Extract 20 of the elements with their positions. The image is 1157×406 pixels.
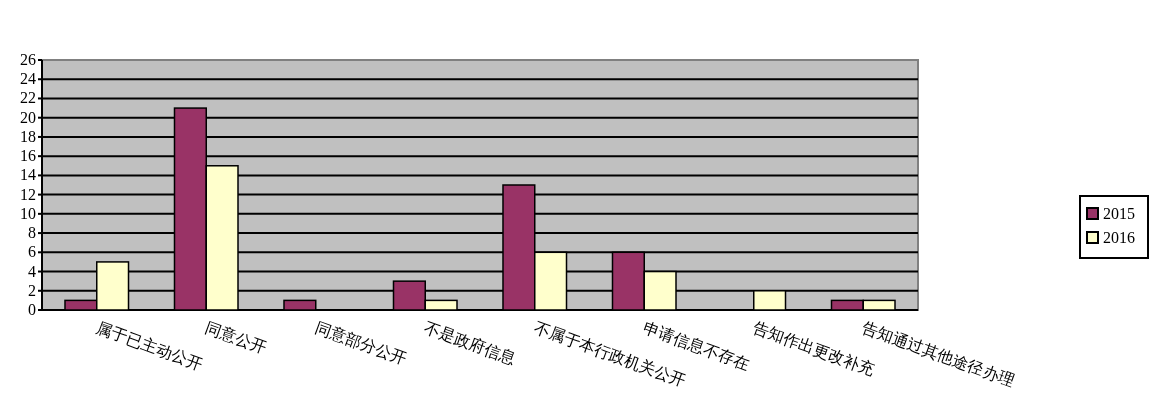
y-tick-label: 18 bbox=[20, 127, 36, 145]
y-tick-label: 12 bbox=[20, 185, 36, 203]
x-tick-label: 同意公开 bbox=[203, 318, 270, 357]
x-tick-label: 属于已主动公开 bbox=[93, 318, 205, 374]
y-tick-label: 10 bbox=[20, 204, 36, 222]
y-tick-label: 24 bbox=[20, 70, 36, 88]
y-tick-label: 22 bbox=[20, 89, 36, 107]
x-tick-label: 同意部分公开 bbox=[312, 318, 409, 368]
y-tick-label: 14 bbox=[20, 166, 36, 184]
y-tick-label: 16 bbox=[20, 147, 36, 165]
x-tick-label: 不是政府信息 bbox=[422, 318, 519, 368]
y-tick-label: 26 bbox=[20, 51, 36, 68]
y-tick-label: 6 bbox=[28, 243, 36, 261]
y-tick-label: 2 bbox=[28, 281, 36, 299]
legend-label: 2015 bbox=[1103, 205, 1135, 222]
y-tick-label: 4 bbox=[28, 262, 36, 280]
y-tick-label: 20 bbox=[20, 108, 36, 126]
y-tick-label: 8 bbox=[28, 224, 36, 242]
y-tick-label: 0 bbox=[28, 301, 36, 318]
legend-label: 2016 bbox=[1103, 229, 1135, 246]
